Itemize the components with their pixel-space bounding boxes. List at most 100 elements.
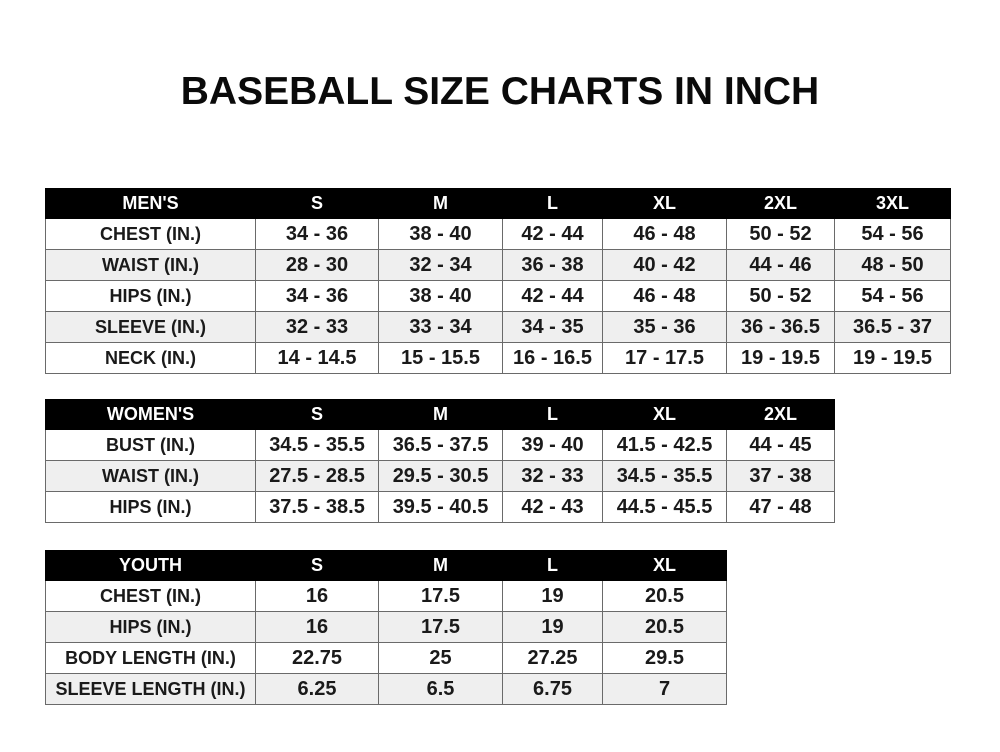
table-row: CHEST (IN.) 34 - 36 38 - 40 42 - 44 46 - 48 5… xyxy=(45,218,951,250)
measurement-label: HIPS (IN.) xyxy=(45,611,256,643)
size-value: 54 - 56 xyxy=(834,280,951,312)
size-value: 42 - 43 xyxy=(502,491,603,523)
measurement-label: BODY LENGTH (IN.) xyxy=(45,642,256,674)
table-row: NECK (IN.) 14 - 14.5 15 - 15.5 16 - 16.5 17 … xyxy=(45,342,951,374)
size-value: 19 - 19.5 xyxy=(834,342,951,374)
size-value: 36 - 36.5 xyxy=(726,311,835,343)
size-value: 36.5 - 37.5 xyxy=(378,429,503,461)
size-value: 34 - 36 xyxy=(255,280,379,312)
size-value: 50 - 52 xyxy=(726,218,835,250)
mens-size-table: MEN'S S M L XL 2XL 3XL CHEST (IN.) 34 - 36 38 - 4… xyxy=(45,188,951,374)
size-value: 37.5 - 38.5 xyxy=(255,491,379,523)
size-value: 44.5 - 45.5 xyxy=(602,491,727,523)
size-value: 25 xyxy=(378,642,503,674)
size-value: 32 - 33 xyxy=(502,460,603,492)
measurement-label: WAIST (IN.) xyxy=(45,249,256,281)
size-column-header: L xyxy=(502,188,603,219)
size-column-header: XL xyxy=(602,399,727,430)
table-row: SLEEVE LENGTH (IN.) 6.25 6.5 6.75 7 xyxy=(45,673,727,705)
size-column-header: 3XL xyxy=(834,188,951,219)
measurement-label: NECK (IN.) xyxy=(45,342,256,374)
size-value: 54 - 56 xyxy=(834,218,951,250)
table-row: HIPS (IN.) 16 17.5 19 20.5 xyxy=(45,611,727,643)
table-category-header: MEN'S xyxy=(45,188,256,219)
size-value: 37 - 38 xyxy=(726,460,835,492)
size-value: 6.75 xyxy=(502,673,603,705)
size-column-header: L xyxy=(502,399,603,430)
size-value: 47 - 48 xyxy=(726,491,835,523)
size-column-header: S xyxy=(255,550,379,581)
size-column-header: XL xyxy=(602,188,727,219)
size-value: 6.5 xyxy=(378,673,503,705)
womens-size-table: WOMEN'S S M L XL 2XL BUST (IN.) 34.5 - 35.5 36.5… xyxy=(45,399,835,523)
size-value: 32 - 33 xyxy=(255,311,379,343)
size-value: 44 - 45 xyxy=(726,429,835,461)
measurement-label: HIPS (IN.) xyxy=(45,491,256,523)
size-value: 15 - 15.5 xyxy=(378,342,503,374)
size-value: 14 - 14.5 xyxy=(255,342,379,374)
table-row: CHEST (IN.) 16 17.5 19 20.5 xyxy=(45,580,727,612)
size-value: 19 xyxy=(502,611,603,643)
size-value: 17.5 xyxy=(378,611,503,643)
size-value: 38 - 40 xyxy=(378,218,503,250)
size-value: 36.5 - 37 xyxy=(834,311,951,343)
size-value: 48 - 50 xyxy=(834,249,951,281)
size-column-header: M xyxy=(378,550,503,581)
size-value: 20.5 xyxy=(602,611,727,643)
size-value: 17.5 xyxy=(378,580,503,612)
size-value: 39.5 - 40.5 xyxy=(378,491,503,523)
table-row: SLEEVE (IN.) 32 - 33 33 - 34 34 - 35 35 - 36… xyxy=(45,311,951,343)
header-row: WOMEN'S S M L XL 2XL xyxy=(45,399,835,430)
size-value: 38 - 40 xyxy=(378,280,503,312)
size-value: 22.75 xyxy=(255,642,379,674)
size-value: 50 - 52 xyxy=(726,280,835,312)
measurement-label: SLEEVE LENGTH (IN.) xyxy=(45,673,256,705)
size-column-header: L xyxy=(502,550,603,581)
table-row: WAIST (IN.) 27.5 - 28.5 29.5 - 30.5 32 - 33… xyxy=(45,460,835,492)
measurement-label: CHEST (IN.) xyxy=(45,580,256,612)
size-value: 39 - 40 xyxy=(502,429,603,461)
size-column-header: 2XL xyxy=(726,188,835,219)
size-value: 7 xyxy=(602,673,727,705)
size-value: 33 - 34 xyxy=(378,311,503,343)
table-row: HIPS (IN.) 37.5 - 38.5 39.5 - 40.5 42 - 43 4… xyxy=(45,491,835,523)
measurement-label: WAIST (IN.) xyxy=(45,460,256,492)
size-value: 42 - 44 xyxy=(502,218,603,250)
size-value: 16 xyxy=(255,611,379,643)
table-row: WAIST (IN.) 28 - 30 32 - 34 36 - 38 40 - 42 4… xyxy=(45,249,951,281)
size-value: 40 - 42 xyxy=(602,249,727,281)
measurement-label: CHEST (IN.) xyxy=(45,218,256,250)
size-value: 6.25 xyxy=(255,673,379,705)
size-column-header: M xyxy=(378,188,503,219)
size-value: 36 - 38 xyxy=(502,249,603,281)
size-value: 17 - 17.5 xyxy=(602,342,727,374)
table-category-header: YOUTH xyxy=(45,550,256,581)
size-value: 16 - 16.5 xyxy=(502,342,603,374)
table-row: HIPS (IN.) 34 - 36 38 - 40 42 - 44 46 - 48 50… xyxy=(45,280,951,312)
size-value: 35 - 36 xyxy=(602,311,727,343)
size-value: 34.5 - 35.5 xyxy=(255,429,379,461)
page-title: BASEBALL SIZE CHARTS IN INCH xyxy=(180,70,820,113)
size-value: 46 - 48 xyxy=(602,280,727,312)
size-value: 34 - 36 xyxy=(255,218,379,250)
measurement-label: BUST (IN.) xyxy=(45,429,256,461)
header-row: YOUTH S M L XL xyxy=(45,550,727,581)
size-value: 28 - 30 xyxy=(255,249,379,281)
table-category-header: WOMEN'S xyxy=(45,399,256,430)
size-value: 44 - 46 xyxy=(726,249,835,281)
table-row: BODY LENGTH (IN.) 22.75 25 27.25 29.5 xyxy=(45,642,727,674)
size-value: 41.5 - 42.5 xyxy=(602,429,727,461)
size-value: 46 - 48 xyxy=(602,218,727,250)
size-value: 19 - 19.5 xyxy=(726,342,835,374)
size-value: 27.5 - 28.5 xyxy=(255,460,379,492)
size-column-header: S xyxy=(255,399,379,430)
size-value: 20.5 xyxy=(602,580,727,612)
size-column-header: S xyxy=(255,188,379,219)
size-value: 19 xyxy=(502,580,603,612)
size-column-header: M xyxy=(378,399,503,430)
size-value: 34.5 - 35.5 xyxy=(602,460,727,492)
size-value: 29.5 - 30.5 xyxy=(378,460,503,492)
size-value: 32 - 34 xyxy=(378,249,503,281)
size-value: 42 - 44 xyxy=(502,280,603,312)
size-column-header: 2XL xyxy=(726,399,835,430)
